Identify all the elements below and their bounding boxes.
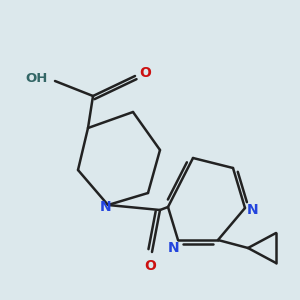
Text: O: O bbox=[144, 259, 156, 273]
Text: N: N bbox=[100, 200, 112, 214]
Text: OH: OH bbox=[26, 71, 48, 85]
Text: O: O bbox=[139, 66, 151, 80]
Text: N: N bbox=[247, 203, 259, 217]
Text: N: N bbox=[168, 241, 180, 255]
